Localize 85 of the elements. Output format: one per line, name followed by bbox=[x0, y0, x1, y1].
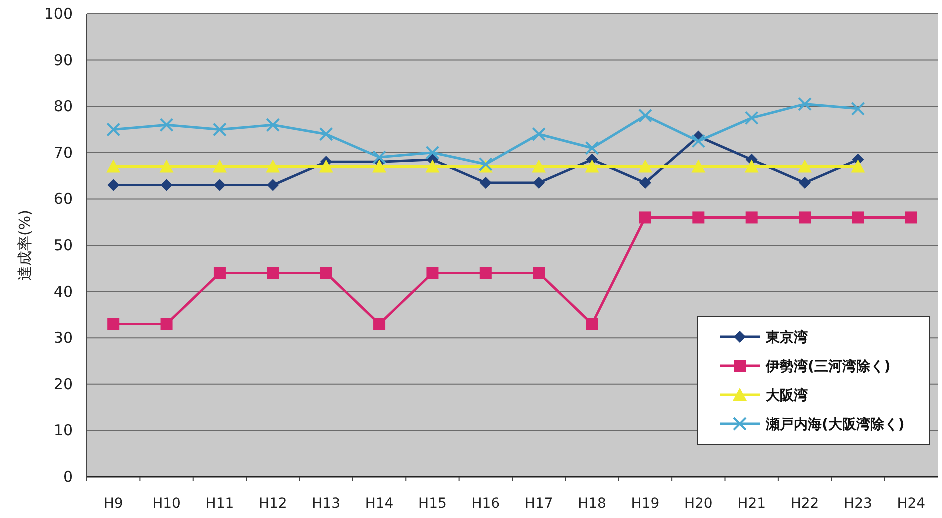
point bbox=[746, 212, 758, 224]
x-tick-label: H24 bbox=[897, 496, 926, 512]
x-tick-label: H14 bbox=[365, 496, 394, 512]
point bbox=[480, 176, 492, 189]
x-tick-label: H21 bbox=[738, 496, 766, 512]
y-tick-label: 90 bbox=[54, 51, 73, 70]
legend-label: 東京湾 bbox=[765, 329, 808, 346]
point bbox=[533, 267, 546, 280]
y-tick-label: 50 bbox=[54, 236, 73, 254]
x-tick-label: H22 bbox=[790, 496, 820, 512]
point bbox=[799, 212, 812, 224]
point bbox=[798, 160, 812, 173]
point bbox=[267, 179, 280, 192]
point bbox=[212, 160, 227, 173]
point bbox=[426, 146, 440, 160]
point bbox=[106, 122, 121, 137]
point bbox=[108, 179, 120, 192]
y-axis-title: 達成率(%) bbox=[16, 210, 34, 281]
point bbox=[374, 318, 386, 330]
point bbox=[744, 111, 759, 126]
point bbox=[744, 160, 759, 173]
y-tick-label: 70 bbox=[54, 144, 73, 162]
point bbox=[160, 160, 174, 173]
point bbox=[638, 108, 652, 123]
y-tick-label: 10 bbox=[54, 422, 73, 440]
y-tick-label: 20 bbox=[54, 375, 73, 394]
y-tick-label: 100 bbox=[44, 5, 73, 23]
point bbox=[267, 267, 280, 280]
point bbox=[851, 160, 866, 173]
point bbox=[851, 102, 866, 116]
point bbox=[160, 179, 173, 192]
point bbox=[585, 141, 600, 156]
point bbox=[319, 160, 334, 173]
point bbox=[692, 160, 706, 173]
legend-label: 伊勢湾(三河湾除く) bbox=[765, 358, 891, 375]
point bbox=[586, 318, 598, 330]
point bbox=[372, 150, 387, 165]
point bbox=[533, 176, 546, 189]
point bbox=[426, 267, 439, 280]
point bbox=[585, 160, 600, 173]
x-tick-label: H18 bbox=[578, 496, 606, 512]
point bbox=[639, 212, 652, 224]
point bbox=[692, 134, 706, 148]
point bbox=[532, 127, 546, 142]
point bbox=[480, 267, 492, 280]
x-tick-label: H9 bbox=[104, 496, 124, 512]
y-tick-label: 80 bbox=[54, 98, 73, 116]
point bbox=[266, 118, 280, 132]
point bbox=[852, 212, 864, 224]
x-tick-label: H11 bbox=[206, 496, 234, 512]
point bbox=[212, 122, 227, 137]
y-tick-label: 0 bbox=[63, 468, 73, 486]
point bbox=[214, 267, 226, 280]
point bbox=[319, 127, 334, 142]
x-tick-label: H12 bbox=[258, 496, 288, 512]
point bbox=[160, 318, 173, 330]
point bbox=[426, 160, 440, 173]
y-tick-label: 40 bbox=[54, 282, 73, 301]
x-tick-label: H19 bbox=[631, 496, 660, 512]
point bbox=[478, 157, 493, 172]
point bbox=[638, 160, 652, 173]
point bbox=[106, 160, 121, 173]
x-tick-label: H17 bbox=[524, 496, 554, 512]
point bbox=[639, 176, 652, 189]
point bbox=[905, 212, 918, 224]
x-tick-label: H13 bbox=[312, 496, 341, 512]
point bbox=[799, 176, 812, 189]
y-tick-label: 60 bbox=[54, 190, 73, 208]
point bbox=[692, 212, 705, 224]
x-tick-label: H23 bbox=[844, 496, 872, 512]
x-tick-label: H15 bbox=[418, 496, 447, 512]
x-tick-label: H16 bbox=[472, 496, 500, 512]
point bbox=[108, 318, 120, 330]
x-tick-label: H20 bbox=[684, 496, 713, 512]
point bbox=[798, 97, 812, 112]
point bbox=[214, 179, 226, 192]
point bbox=[266, 160, 280, 173]
x-tick-label: H10 bbox=[152, 496, 181, 512]
point bbox=[532, 160, 546, 173]
y-tick-label: 30 bbox=[54, 329, 73, 348]
legend-label: 大阪湾 bbox=[766, 387, 808, 404]
point bbox=[372, 160, 387, 173]
point bbox=[160, 118, 174, 132]
legend-label: 瀬戸内海(大阪湾除く) bbox=[765, 416, 905, 433]
point bbox=[320, 267, 332, 280]
